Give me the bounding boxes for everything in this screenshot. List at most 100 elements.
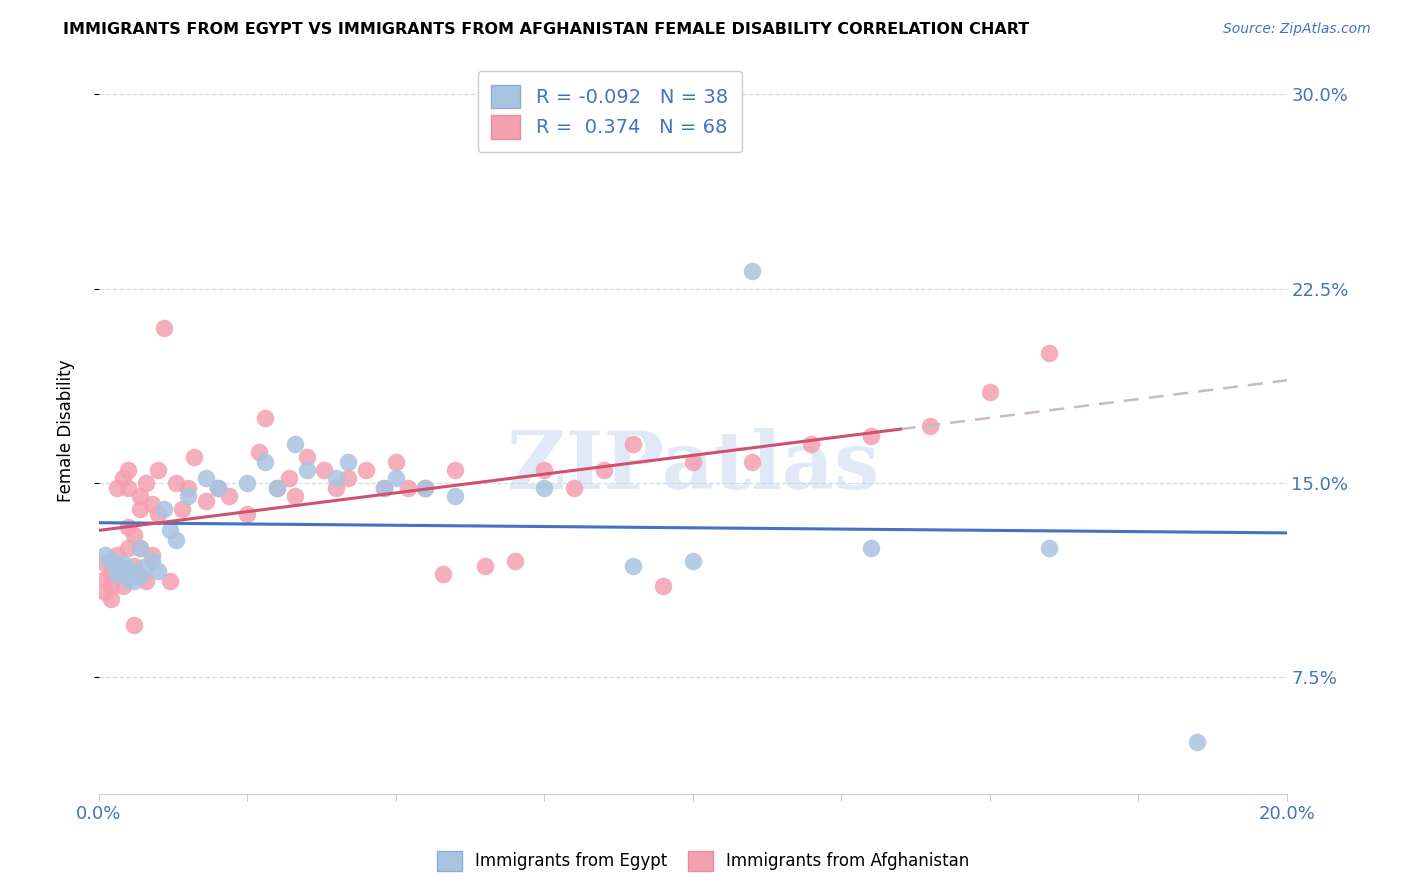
Point <box>247 445 270 459</box>
Text: IMMIGRANTS FROM EGYPT VS IMMIGRANTS FROM AFGHANISTAN FEMALE DISABILITY CORRELATI: IMMIGRANTS FROM EGYPT VS IMMIGRANTS FROM… <box>63 22 1029 37</box>
Point <box>444 489 467 503</box>
Point <box>533 481 555 495</box>
Point <box>741 455 763 469</box>
Point <box>325 481 347 495</box>
Point <box>141 553 163 567</box>
Point <box>800 437 823 451</box>
Y-axis label: Female Disability: Female Disability <box>58 359 75 502</box>
Point <box>117 520 139 534</box>
Point <box>141 549 163 563</box>
Point <box>979 385 1001 400</box>
Point <box>183 450 205 464</box>
Point <box>415 481 437 495</box>
Point <box>266 481 288 495</box>
Point <box>100 553 122 567</box>
Point <box>444 463 467 477</box>
Point <box>117 541 139 555</box>
Point <box>135 475 157 490</box>
Point <box>165 533 187 547</box>
Point <box>325 471 347 485</box>
Point <box>148 507 170 521</box>
Point <box>859 541 882 555</box>
Point <box>741 263 763 277</box>
Point <box>277 471 299 485</box>
Point <box>621 558 644 573</box>
Point <box>384 455 406 469</box>
Point <box>373 481 395 495</box>
Point <box>124 527 146 541</box>
Point <box>111 471 134 485</box>
Point <box>474 558 496 573</box>
Point <box>105 558 128 573</box>
Point <box>533 463 555 477</box>
Point <box>373 481 395 495</box>
Point <box>337 471 360 485</box>
Legend: R = -0.092   N = 38, R =  0.374   N = 68: R = -0.092 N = 38, R = 0.374 N = 68 <box>478 71 741 153</box>
Point <box>177 481 200 495</box>
Point <box>415 481 437 495</box>
Point <box>93 549 115 563</box>
Point <box>621 437 644 451</box>
Point <box>920 418 942 433</box>
Point <box>284 437 307 451</box>
Point <box>194 471 217 485</box>
Point <box>254 455 277 469</box>
Point <box>354 463 377 477</box>
Point <box>117 481 139 495</box>
Legend: Immigrants from Egypt, Immigrants from Afghanistan: Immigrants from Egypt, Immigrants from A… <box>429 842 977 880</box>
Point <box>124 558 146 573</box>
Point <box>135 558 157 573</box>
Point <box>1187 735 1209 749</box>
Point <box>562 481 585 495</box>
Point <box>105 549 128 563</box>
Point <box>236 507 259 521</box>
Point <box>124 564 146 578</box>
Point <box>337 455 360 469</box>
Point <box>111 556 134 570</box>
Point <box>124 618 146 632</box>
Point <box>1038 541 1060 555</box>
Point <box>105 558 128 573</box>
Point <box>93 556 115 570</box>
Text: Source: ZipAtlas.com: Source: ZipAtlas.com <box>1223 22 1371 37</box>
Point <box>165 475 187 490</box>
Point <box>135 574 157 589</box>
Point <box>592 463 614 477</box>
Point <box>218 489 240 503</box>
Point <box>153 320 176 334</box>
Point <box>129 501 152 516</box>
Point <box>129 541 152 555</box>
Point <box>1038 346 1060 360</box>
Point <box>295 450 318 464</box>
Point <box>93 572 115 586</box>
Point <box>159 523 181 537</box>
Point <box>314 463 336 477</box>
Point <box>384 471 406 485</box>
Point <box>100 592 122 607</box>
Point <box>100 566 122 581</box>
Point <box>177 489 200 503</box>
Point <box>284 489 307 503</box>
Point <box>129 569 152 583</box>
Point <box>503 553 526 567</box>
Point <box>859 429 882 443</box>
Point <box>111 566 134 581</box>
Point <box>124 574 146 589</box>
Point <box>93 584 115 599</box>
Point <box>100 579 122 593</box>
Point <box>682 455 704 469</box>
Point <box>170 501 193 516</box>
Point <box>117 463 139 477</box>
Point <box>129 489 152 503</box>
Point <box>236 475 259 490</box>
Point <box>396 481 419 495</box>
Point <box>432 566 454 581</box>
Point <box>295 463 318 477</box>
Point <box>207 481 229 495</box>
Point <box>148 564 170 578</box>
Point <box>105 481 128 495</box>
Point <box>117 561 139 575</box>
Point <box>682 553 704 567</box>
Point <box>117 572 139 586</box>
Point <box>111 579 134 593</box>
